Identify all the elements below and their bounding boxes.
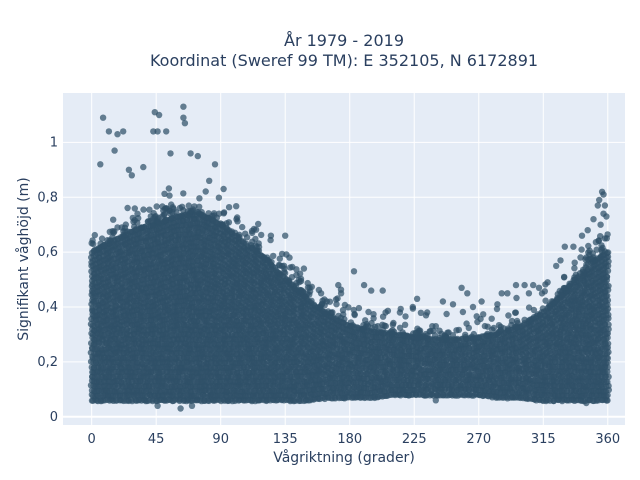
data-points [87,103,612,412]
chart-title-line2: Koordinat (Sweref 99 TM): E 352105, N 61… [150,51,538,70]
chart-title-line1: År 1979 - 2019 [284,31,404,50]
